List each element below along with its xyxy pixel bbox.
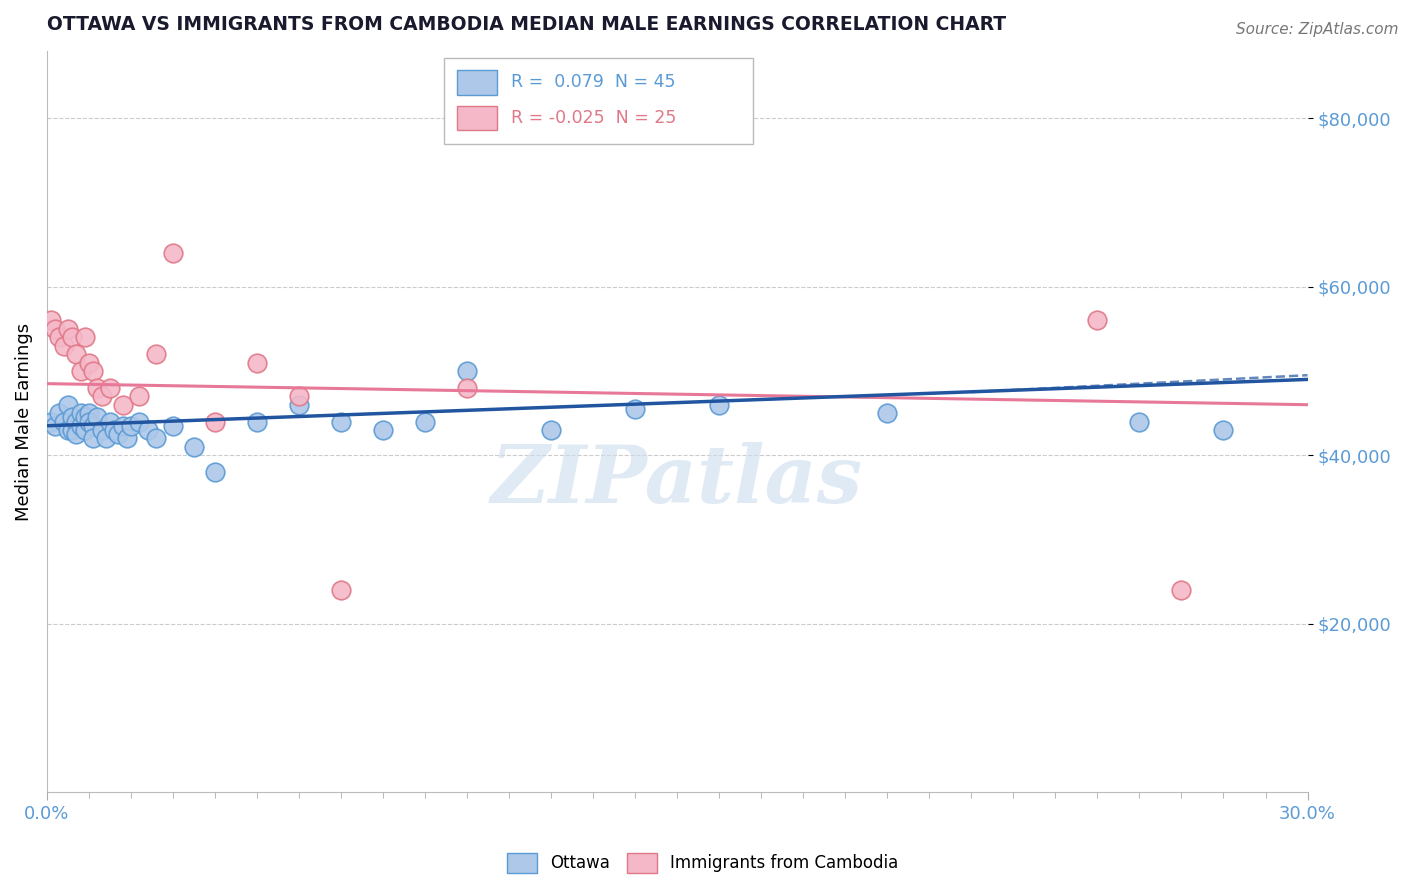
Point	[103, 423, 125, 437]
Point	[48, 330, 70, 344]
Point	[82, 431, 104, 445]
Point	[413, 415, 436, 429]
Point	[624, 401, 647, 416]
Point	[65, 347, 87, 361]
Y-axis label: Median Male Earnings: Median Male Earnings	[15, 323, 32, 521]
Point	[204, 465, 226, 479]
Point	[48, 406, 70, 420]
FancyBboxPatch shape	[457, 105, 496, 130]
Point	[246, 355, 269, 369]
Text: R =  0.079  N = 45: R = 0.079 N = 45	[510, 73, 675, 91]
Point	[56, 322, 79, 336]
Point	[39, 313, 62, 327]
Point	[86, 410, 108, 425]
Point	[60, 423, 83, 437]
Text: OTTAWA VS IMMIGRANTS FROM CAMBODIA MEDIAN MALE EARNINGS CORRELATION CHART: OTTAWA VS IMMIGRANTS FROM CAMBODIA MEDIA…	[46, 15, 1007, 34]
Point	[162, 418, 184, 433]
Point	[69, 364, 91, 378]
Text: R = -0.025  N = 25: R = -0.025 N = 25	[510, 109, 676, 127]
Point	[128, 415, 150, 429]
Point	[288, 398, 311, 412]
Point	[246, 415, 269, 429]
Point	[111, 398, 134, 412]
Point	[82, 418, 104, 433]
Point	[77, 406, 100, 420]
Point	[52, 415, 75, 429]
Point	[60, 330, 83, 344]
Point	[82, 364, 104, 378]
Point	[56, 398, 79, 412]
Point	[65, 415, 87, 429]
Point	[69, 406, 91, 420]
Point	[162, 246, 184, 260]
Point	[330, 415, 353, 429]
Point	[136, 423, 159, 437]
Point	[115, 431, 138, 445]
Point	[69, 418, 91, 433]
Point	[65, 427, 87, 442]
Point	[1170, 583, 1192, 598]
Point	[90, 423, 112, 437]
Point	[709, 398, 731, 412]
Point	[1128, 415, 1150, 429]
Point	[77, 355, 100, 369]
Point	[98, 381, 121, 395]
Legend: Ottawa, Immigrants from Cambodia: Ottawa, Immigrants from Cambodia	[501, 847, 905, 880]
Point	[44, 418, 66, 433]
Point	[456, 364, 478, 378]
Point	[183, 440, 205, 454]
Point	[52, 339, 75, 353]
FancyBboxPatch shape	[457, 70, 496, 95]
Point	[56, 423, 79, 437]
Point	[145, 347, 167, 361]
Point	[107, 427, 129, 442]
Point	[288, 389, 311, 403]
FancyBboxPatch shape	[444, 58, 752, 144]
Point	[330, 583, 353, 598]
Point	[1087, 313, 1109, 327]
Point	[145, 431, 167, 445]
Point	[98, 415, 121, 429]
Point	[111, 418, 134, 433]
Point	[86, 381, 108, 395]
Point	[73, 410, 96, 425]
Point	[94, 431, 117, 445]
Point	[77, 415, 100, 429]
Point	[371, 423, 394, 437]
Point	[204, 415, 226, 429]
Text: Source: ZipAtlas.com: Source: ZipAtlas.com	[1236, 22, 1399, 37]
Point	[60, 410, 83, 425]
Point	[73, 330, 96, 344]
Point	[456, 381, 478, 395]
Point	[73, 423, 96, 437]
Point	[90, 389, 112, 403]
Point	[39, 415, 62, 429]
Point	[128, 389, 150, 403]
Point	[120, 418, 142, 433]
Point	[44, 322, 66, 336]
Point	[876, 406, 898, 420]
Point	[540, 423, 562, 437]
Text: ZIPatlas: ZIPatlas	[491, 442, 863, 520]
Point	[1212, 423, 1234, 437]
